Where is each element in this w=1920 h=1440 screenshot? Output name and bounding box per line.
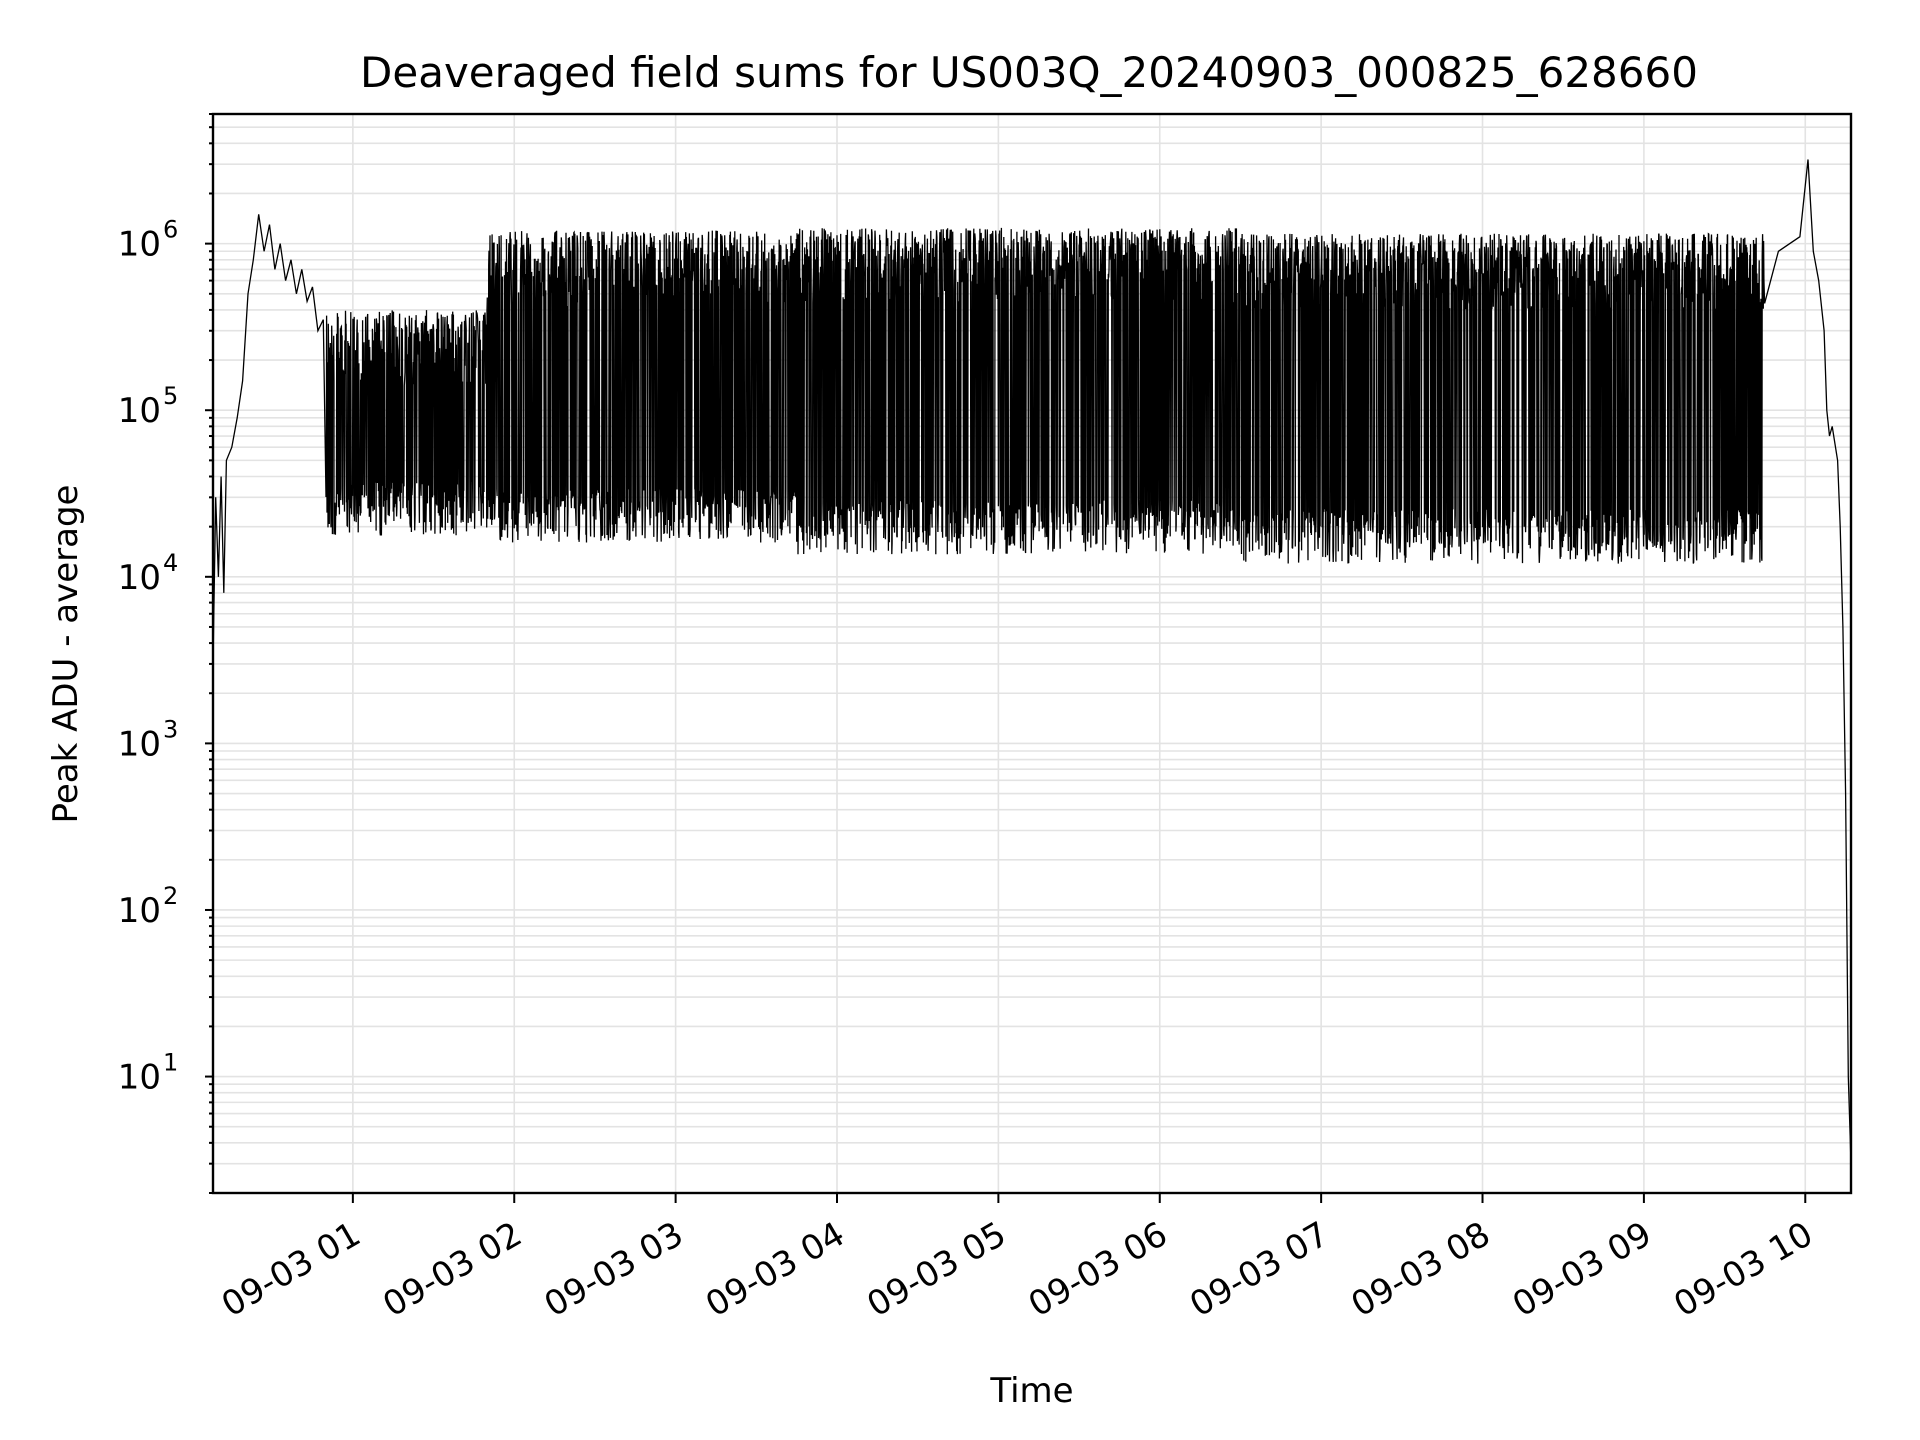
x-tick-label: 09-03 09: [1506, 1214, 1658, 1325]
x-tick-label: 09-03 08: [1345, 1214, 1497, 1325]
x-tick-label: 09-03 10: [1667, 1214, 1819, 1325]
y-tick-label: 10: [118, 1058, 161, 1098]
y-tick-label: 10: [118, 558, 161, 598]
y-tick-exponent: 2: [163, 882, 178, 910]
x-axis-label: Time: [989, 1371, 1073, 1411]
y-tick-label: 10: [118, 891, 161, 931]
x-tick-label: 09-03 07: [1183, 1214, 1335, 1325]
series-layer: [212, 159, 1852, 1164]
y-tick-exponent: 6: [163, 216, 178, 244]
y-tick-label: 10: [118, 391, 161, 431]
y-tick-exponent: 4: [163, 549, 178, 577]
y-tick-exponent: 3: [163, 715, 178, 743]
y-tick-label: 10: [118, 724, 161, 764]
y-tick-exponent: 5: [163, 382, 178, 410]
x-tick-label: 09-03 01: [215, 1214, 367, 1325]
chart-title: Deaveraged field sums for US003Q_2024090…: [360, 48, 1698, 97]
plot-frame: [211, 112, 1853, 1195]
y-axis-label: Peak ADU - average: [46, 485, 86, 824]
x-tick-label: 09-03 02: [376, 1214, 528, 1325]
x-tick-label: 09-03 04: [699, 1214, 851, 1325]
x-tick-label: 09-03 03: [538, 1214, 690, 1325]
x-tick-label: 09-03 05: [860, 1214, 1012, 1325]
y-tick-exponent: 1: [163, 1049, 178, 1077]
y-tick-label: 10: [118, 225, 161, 265]
x-axis-ticks: 09-03 01 09-03 02 09-03 03 09-03 04 09-03 05…: [215, 1193, 1820, 1325]
x-tick-label: 09-03 06: [1022, 1214, 1174, 1325]
series-line: [212, 159, 1852, 1164]
